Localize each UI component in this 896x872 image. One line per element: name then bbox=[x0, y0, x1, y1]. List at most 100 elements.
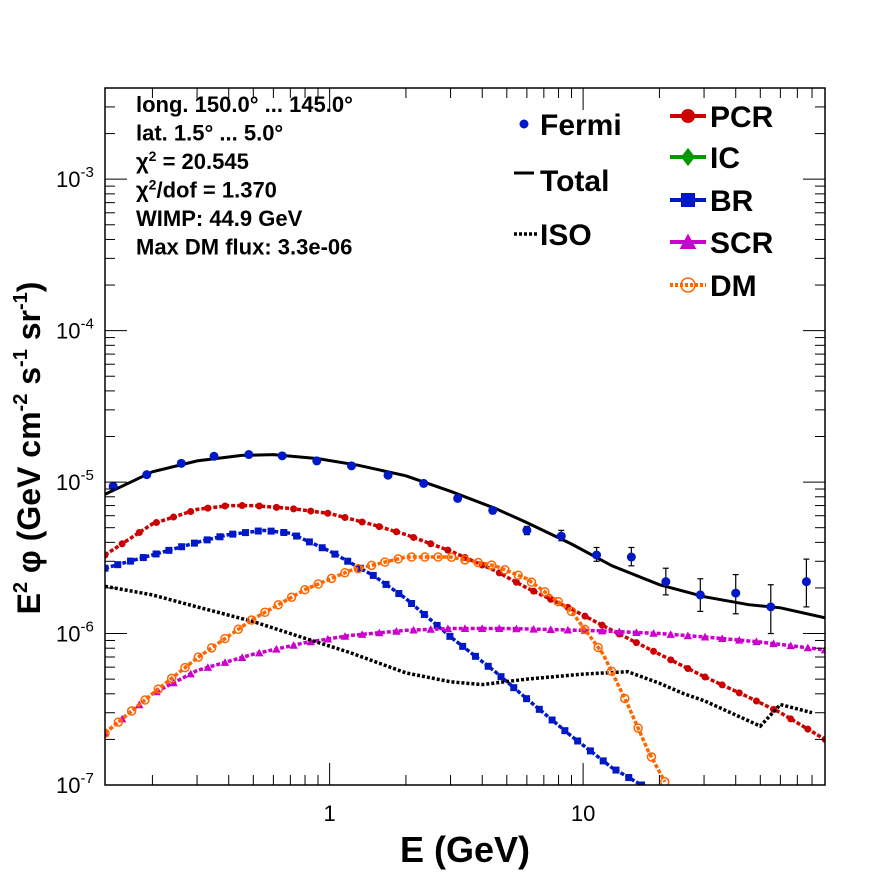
series-marker-pcr bbox=[598, 621, 606, 629]
series-marker-scr bbox=[272, 644, 281, 653]
series-marker-pcr bbox=[718, 681, 726, 689]
fermi-data-point bbox=[522, 525, 532, 535]
series-marker-pcr bbox=[530, 587, 538, 595]
series-marker-br bbox=[127, 557, 135, 565]
series-marker-dm bbox=[273, 600, 284, 610]
series-marker-pcr bbox=[512, 578, 520, 586]
series-marker-pcr bbox=[581, 612, 589, 620]
series-marker-scr bbox=[392, 627, 401, 635]
series-marker-pcr bbox=[341, 514, 349, 522]
series-marker-scr bbox=[700, 632, 710, 641]
y-tick-exponent: -7 bbox=[80, 770, 93, 787]
series-marker-scr bbox=[289, 641, 298, 649]
series-marker-br bbox=[267, 527, 275, 535]
series-marker-br bbox=[548, 716, 556, 724]
y-axis-title-part: ) bbox=[11, 282, 47, 293]
series-marker-dm bbox=[606, 666, 617, 676]
series-marker-br bbox=[599, 757, 607, 765]
series-marker-br bbox=[497, 673, 505, 681]
series-marker-dm bbox=[433, 552, 443, 562]
series-marker-br bbox=[293, 532, 301, 540]
info-superscript: 2 bbox=[149, 177, 157, 193]
fermi-data-point bbox=[626, 552, 636, 562]
info-line: long. 150.0° ... 145.0° bbox=[136, 92, 353, 117]
series-marker-scr bbox=[735, 635, 744, 644]
y-axis-title-superscript: -1 bbox=[10, 349, 32, 367]
info-line: χ2 = 20.545 bbox=[136, 148, 249, 174]
info-superscript: 2 bbox=[149, 148, 157, 164]
series-marker-br bbox=[178, 543, 186, 551]
series-marker-br bbox=[165, 546, 173, 554]
legend-label-pcr: PCR bbox=[710, 101, 774, 134]
series-marker-br bbox=[139, 554, 147, 562]
series-marker-pcr bbox=[444, 546, 452, 554]
y-axis-title-part: E bbox=[11, 593, 47, 614]
legend-label-iso: ISO bbox=[540, 219, 592, 252]
series-marker-dm bbox=[180, 662, 190, 673]
y-axis-title-superscript: 2 bbox=[10, 582, 32, 593]
info-line-text: WIMP: 44.9 GeV bbox=[136, 206, 303, 231]
series-marker-dm bbox=[646, 752, 657, 762]
series-marker-dm bbox=[233, 624, 244, 635]
series-marker-dm bbox=[153, 684, 164, 694]
fermi-data-point bbox=[312, 456, 322, 466]
series-line-dm bbox=[105, 555, 667, 783]
series-marker-dm bbox=[526, 577, 537, 587]
y-tick-label: 10-4 bbox=[56, 316, 94, 344]
series-marker-dm bbox=[246, 615, 257, 625]
series-marker-dm bbox=[406, 552, 417, 562]
series-marker-dm bbox=[566, 606, 577, 617]
series-marker-dm bbox=[300, 584, 310, 595]
series-marker-scr bbox=[529, 624, 538, 633]
y-tick-label: 10-6 bbox=[56, 619, 94, 647]
series-marker-scr bbox=[186, 669, 195, 678]
series-marker-scr bbox=[220, 658, 230, 666]
y-tick-base: 10 bbox=[56, 773, 80, 798]
series-marker-pcr bbox=[221, 502, 229, 510]
series-marker-br bbox=[446, 632, 454, 640]
series-marker-scr bbox=[615, 627, 624, 636]
series-marker-pcr bbox=[375, 523, 383, 531]
series-marker-pcr bbox=[238, 502, 246, 510]
series-marker-dm bbox=[420, 552, 430, 562]
info-line: χ2/dof = 1.370 bbox=[136, 177, 277, 203]
series-marker-scr bbox=[237, 653, 247, 661]
y-tick-base: 10 bbox=[56, 622, 80, 647]
series-marker-pcr bbox=[667, 656, 675, 664]
series-marker-pcr bbox=[255, 502, 263, 510]
series-marker-pcr bbox=[701, 673, 709, 681]
fermi-data-point bbox=[176, 458, 186, 468]
series-marker-br bbox=[254, 527, 262, 535]
y-axis-title-part: sr bbox=[11, 310, 47, 349]
y-tick-label: 10-7 bbox=[56, 770, 94, 798]
series-marker-scr bbox=[820, 645, 825, 654]
info-chi-symbol: χ bbox=[136, 178, 149, 203]
info-line-value: /dof = 1.370 bbox=[156, 178, 276, 203]
series-marker-br bbox=[471, 652, 479, 660]
series-marker-scr bbox=[409, 625, 418, 634]
fermi-data-point bbox=[347, 461, 357, 471]
series-marker-dm bbox=[660, 777, 670, 785]
series-marker-br bbox=[586, 747, 594, 755]
series-marker-br bbox=[561, 727, 569, 735]
series-marker-pcr bbox=[410, 533, 418, 541]
series-marker-scr bbox=[426, 625, 435, 633]
legend-label-br: BR bbox=[710, 185, 754, 218]
legend-label-dm: DM bbox=[710, 270, 757, 303]
series-marker-br bbox=[190, 539, 198, 547]
series-marker-br bbox=[510, 684, 518, 692]
series-marker-dm bbox=[166, 673, 177, 684]
series-marker-dm bbox=[260, 607, 270, 618]
fermi-data-point bbox=[556, 531, 566, 541]
series-line-total bbox=[105, 453, 825, 620]
series-marker-br bbox=[229, 530, 237, 538]
series-marker-pcr bbox=[152, 519, 160, 527]
fermi-data-point bbox=[244, 450, 254, 460]
series-marker-dm bbox=[286, 592, 297, 602]
fermi-data-point bbox=[488, 505, 498, 515]
series-marker-br bbox=[331, 550, 339, 558]
series-marker-dm bbox=[220, 633, 230, 644]
series-marker-dm bbox=[580, 624, 590, 635]
info-line-text: lat. 1.5° ... 5.0° bbox=[136, 121, 283, 146]
